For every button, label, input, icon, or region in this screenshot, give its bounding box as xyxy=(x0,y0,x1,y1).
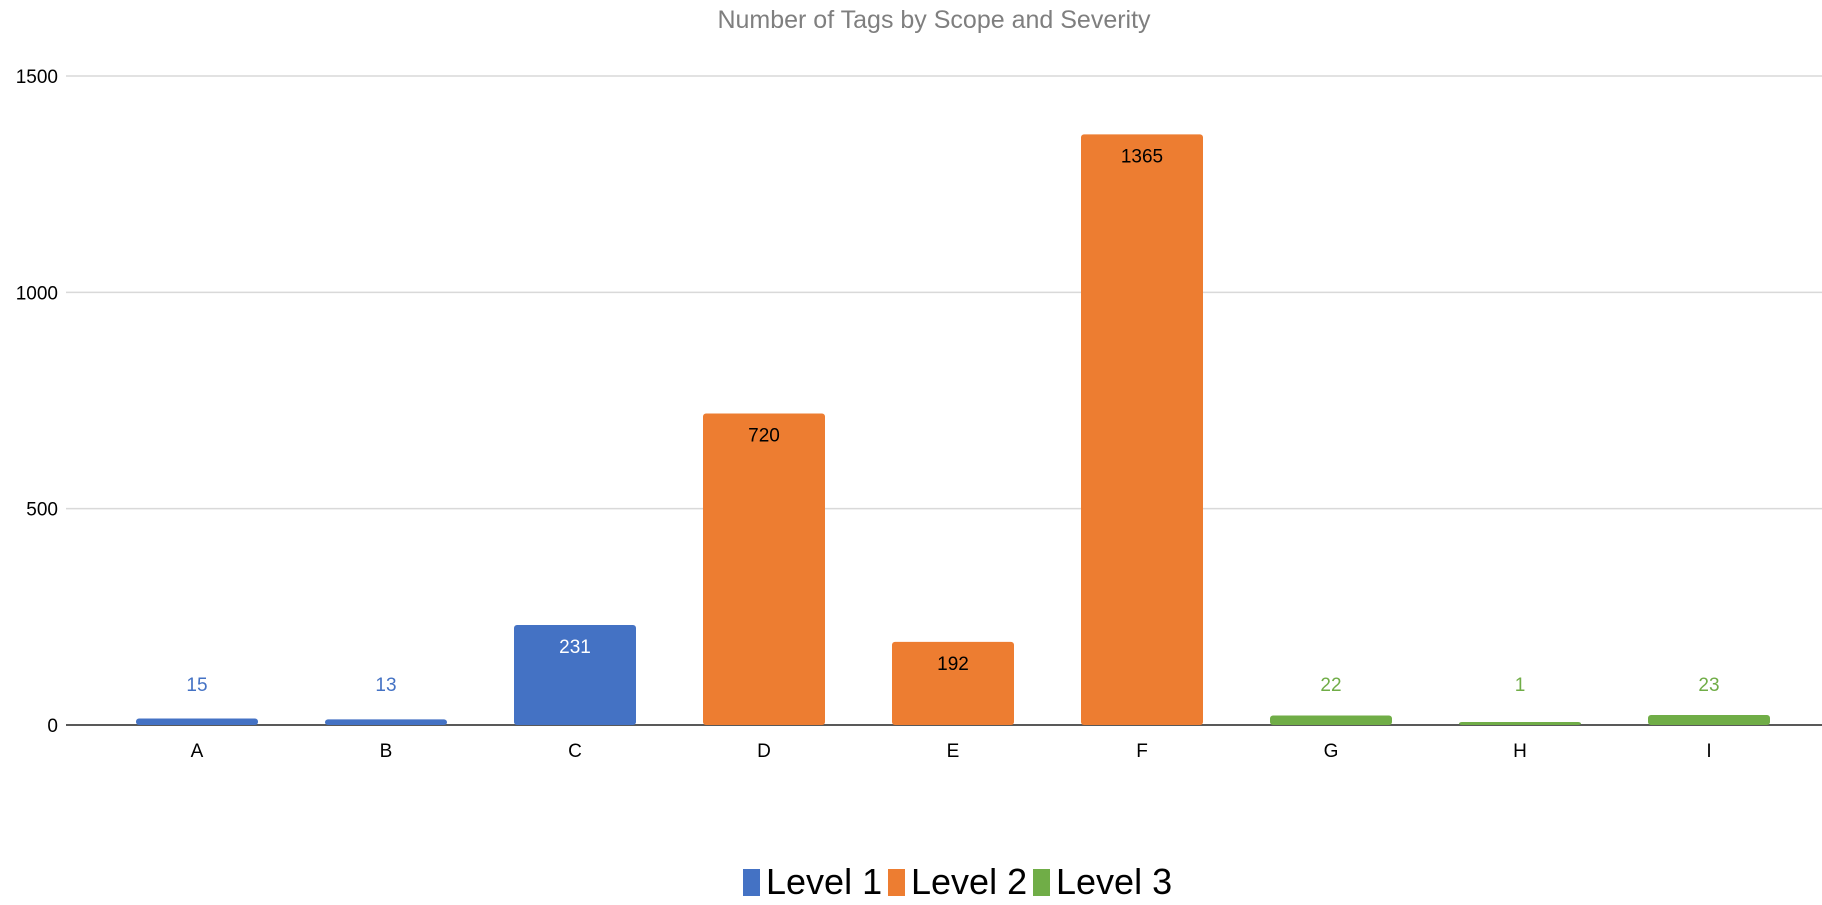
data-label: 22 xyxy=(1320,675,1341,696)
x-tick-label: H xyxy=(1513,741,1527,762)
legend-label: Level 3 xyxy=(1056,861,1172,900)
x-tick-label: C xyxy=(568,741,582,762)
x-tick-label: G xyxy=(1324,741,1339,762)
data-label: 15 xyxy=(186,675,207,696)
bar-b xyxy=(325,719,447,725)
data-label: 1365 xyxy=(1121,146,1163,167)
legend-swatch xyxy=(888,869,905,896)
x-axis-ticks: A B C D E F G H I xyxy=(191,741,1712,762)
bar-g xyxy=(1270,715,1392,725)
y-tick-label: 1500 xyxy=(16,67,58,88)
y-tick-label: 500 xyxy=(26,500,58,521)
grid-lines xyxy=(66,75,1822,726)
bar-d xyxy=(703,413,825,725)
data-label: 720 xyxy=(748,425,780,446)
y-axis-ticks: 0 500 1000 1500 xyxy=(16,67,58,737)
y-tick-label: 0 xyxy=(47,716,58,737)
x-tick-label: I xyxy=(1706,741,1711,762)
legend-swatch xyxy=(743,869,760,896)
x-tick-label: D xyxy=(757,741,771,762)
bar-i xyxy=(1648,715,1770,725)
data-label: 23 xyxy=(1698,675,1719,696)
data-label: 231 xyxy=(559,637,591,658)
legend: Level 1 Level 2 Level 3 xyxy=(743,861,1172,902)
bar-h xyxy=(1459,722,1581,725)
bars xyxy=(136,134,1770,725)
data-labels: 15 13 231 720 192 1365 22 1 23 xyxy=(186,146,1719,696)
legend-label: Level 2 xyxy=(911,861,1027,900)
chart-title: Number of Tags by Scope and Severity xyxy=(717,6,1151,34)
x-tick-label: A xyxy=(191,741,204,762)
data-label: 1 xyxy=(1515,675,1526,696)
data-label: 192 xyxy=(937,654,969,675)
legend-label: Level 1 xyxy=(766,861,882,900)
y-tick-label: 1000 xyxy=(16,283,58,304)
x-tick-label: B xyxy=(380,741,393,762)
legend-swatch xyxy=(1033,869,1050,896)
bar-a xyxy=(136,718,258,725)
bar-e xyxy=(892,641,1014,725)
bar-c xyxy=(514,625,636,725)
bar-f xyxy=(1081,134,1203,725)
x-tick-label: F xyxy=(1136,741,1148,762)
data-label: 13 xyxy=(375,675,396,696)
x-tick-label: E xyxy=(947,741,960,762)
